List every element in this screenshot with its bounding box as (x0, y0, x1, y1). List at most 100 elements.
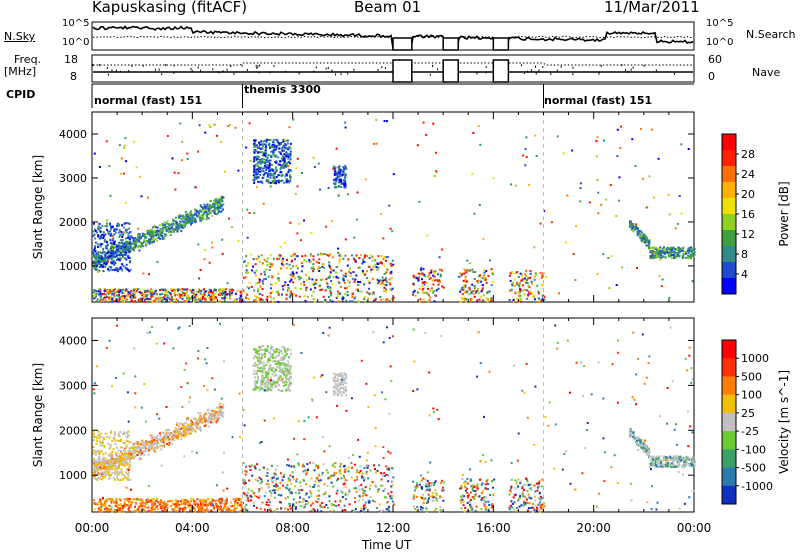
velocity-cell (129, 500, 132, 503)
power-cell (332, 167, 335, 170)
velocity-cell (123, 501, 126, 504)
velocity-cell (490, 506, 493, 509)
power-cell (508, 274, 511, 277)
power-cell (258, 160, 261, 163)
power-cell (118, 144, 121, 147)
velocity-cell (154, 506, 157, 509)
power-cell (376, 262, 379, 265)
velocity-cell (258, 495, 261, 498)
power-cell (660, 285, 663, 288)
power-cell (305, 286, 308, 289)
power-cell (520, 299, 523, 302)
power-cell (348, 269, 351, 271)
velocity-cell (184, 425, 187, 428)
power-cell (656, 249, 658, 252)
power-cell (118, 288, 121, 291)
power-cell (517, 282, 520, 285)
velocity-cell (481, 492, 484, 494)
power-cell (644, 237, 647, 240)
power-cell (358, 257, 361, 260)
power-cell (116, 251, 119, 254)
power-cell (105, 263, 107, 266)
power-cell (282, 138, 285, 141)
power-cell (123, 246, 126, 249)
velocity-cell (140, 504, 142, 507)
power-cell (134, 237, 136, 240)
power-cell (288, 126, 291, 129)
velocity-cell (134, 454, 137, 457)
velocity-cell (364, 501, 367, 504)
power-cell (253, 271, 256, 274)
velocity-cell (469, 506, 472, 509)
power-cell (100, 294, 103, 297)
velocity-cell (230, 501, 232, 504)
power-cell (129, 231, 132, 234)
velocity-cell (179, 507, 182, 510)
velocity-cell (257, 496, 260, 499)
velocity-cell (221, 415, 224, 418)
power-cell (529, 276, 532, 279)
power-cell (150, 289, 153, 292)
power-cell (289, 155, 291, 158)
power-cell (469, 298, 472, 301)
power-cell (285, 163, 288, 166)
velocity-cell (243, 479, 246, 481)
power-cell (114, 255, 117, 258)
power-cell (303, 258, 306, 261)
power-cell (149, 234, 152, 237)
power-cell (273, 177, 276, 180)
power-cell (108, 296, 111, 299)
power-cell (118, 259, 121, 262)
power-cell (253, 146, 256, 148)
velocity-cell (297, 489, 300, 492)
velocity-cell (156, 497, 159, 500)
power-cell (668, 252, 671, 255)
power-cell (464, 280, 467, 283)
power-cell (161, 298, 164, 301)
velocity-cell (270, 494, 273, 497)
power-cell (529, 270, 532, 272)
velocity-cell (413, 494, 415, 496)
power-cell (200, 210, 203, 213)
velocity-cell (297, 462, 300, 465)
power-cell (379, 296, 382, 298)
power-cell (117, 223, 120, 226)
power-cell (266, 156, 269, 159)
power-cell (301, 265, 304, 268)
velocity-cell (201, 507, 204, 510)
power-cell (221, 238, 224, 241)
velocity-cell (151, 498, 154, 501)
power-cell (678, 248, 681, 251)
power-cell (145, 236, 148, 239)
power-cell (276, 144, 279, 147)
velocity-cell (358, 494, 361, 497)
velocity-cell (469, 503, 472, 506)
velocity-cell (287, 477, 290, 480)
power-cell (183, 288, 186, 291)
power-cell (527, 293, 530, 296)
nave-dot (627, 70, 629, 73)
power-cell (272, 150, 275, 152)
power-cell (186, 221, 189, 224)
power-cell (385, 279, 388, 282)
power-cell (96, 263, 99, 266)
power-cell (169, 234, 172, 237)
power-cell (289, 221, 292, 224)
power-cell (338, 292, 341, 295)
nave-dot (115, 69, 117, 72)
power-cell (267, 160, 270, 163)
power-cell (375, 142, 378, 145)
velocity-cell (224, 502, 227, 505)
power-cell (188, 297, 191, 300)
power-cell (259, 158, 261, 161)
power-cell (143, 298, 146, 301)
power-cell (174, 216, 177, 219)
power-cell (309, 253, 312, 256)
power-cell (156, 260, 159, 263)
power-cell (125, 249, 128, 252)
power-cell (211, 291, 214, 294)
power-cell (328, 261, 331, 264)
velocity-cell (469, 479, 472, 482)
velocity-cell (246, 497, 249, 500)
